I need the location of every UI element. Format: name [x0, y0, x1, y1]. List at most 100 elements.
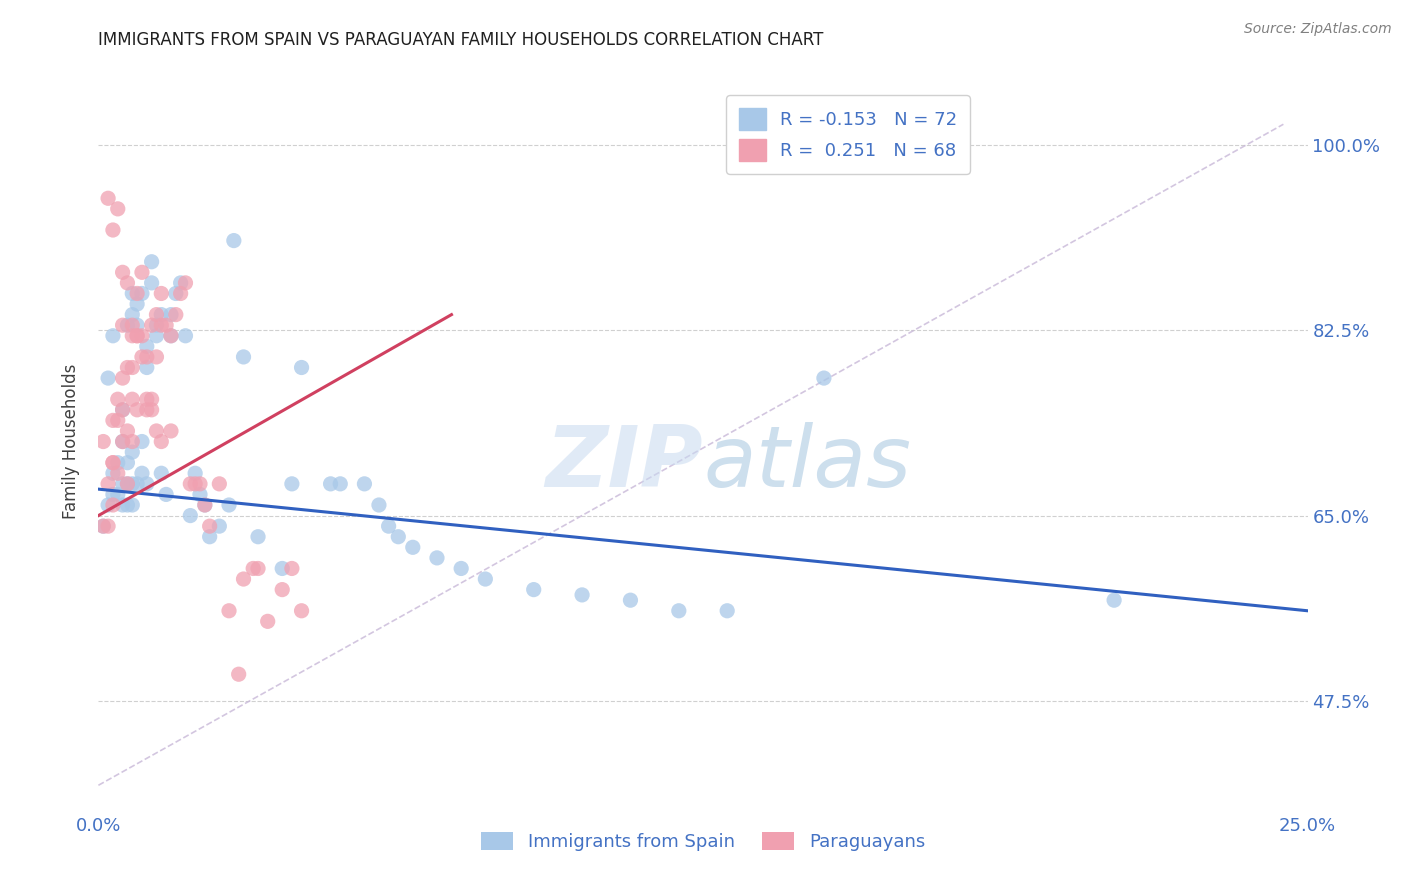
Point	[111, 434, 134, 449]
Point	[127, 476, 149, 491]
Point	[131, 434, 153, 449]
Point	[141, 276, 163, 290]
Point	[813, 371, 835, 385]
Point	[91, 434, 114, 449]
Point	[141, 402, 163, 417]
Point	[165, 286, 187, 301]
Point	[127, 328, 149, 343]
Point	[141, 392, 163, 407]
Point	[232, 350, 254, 364]
Point	[271, 561, 294, 575]
Text: Source: ZipAtlas.com: Source: ZipAtlas.com	[1244, 22, 1392, 37]
Point	[117, 318, 139, 333]
Point	[716, 604, 738, 618]
Point	[160, 424, 183, 438]
Point	[150, 308, 173, 322]
Point	[117, 424, 139, 438]
Point	[101, 456, 124, 470]
Y-axis label: Family Households: Family Households	[62, 364, 80, 519]
Point	[101, 413, 124, 427]
Point	[107, 467, 129, 481]
Point	[101, 456, 124, 470]
Point	[101, 487, 124, 501]
Point	[141, 254, 163, 268]
Point	[290, 604, 312, 618]
Point	[97, 191, 120, 205]
Point	[107, 413, 129, 427]
Point	[426, 550, 449, 565]
Point	[117, 360, 139, 375]
Point	[571, 588, 593, 602]
Point	[194, 498, 217, 512]
Point	[131, 286, 153, 301]
Point	[228, 667, 250, 681]
Point	[111, 434, 134, 449]
Point	[179, 476, 201, 491]
Point	[402, 541, 425, 555]
Point	[523, 582, 546, 597]
Point	[111, 265, 134, 279]
Point	[353, 476, 375, 491]
Point	[121, 445, 143, 459]
Point	[101, 498, 124, 512]
Point	[121, 434, 143, 449]
Point	[111, 402, 134, 417]
Point	[127, 328, 149, 343]
Point	[135, 350, 157, 364]
Point	[97, 498, 120, 512]
Point	[107, 487, 129, 501]
Point	[127, 402, 149, 417]
Point	[127, 318, 149, 333]
Point	[319, 476, 342, 491]
Point	[290, 360, 312, 375]
Point	[127, 286, 149, 301]
Point	[127, 297, 149, 311]
Point	[107, 456, 129, 470]
Point	[107, 392, 129, 407]
Point	[135, 392, 157, 407]
Point	[169, 276, 191, 290]
Point	[117, 476, 139, 491]
Point	[131, 265, 153, 279]
Point	[97, 519, 120, 533]
Point	[208, 519, 231, 533]
Point	[668, 604, 690, 618]
Point	[222, 234, 245, 248]
Point	[131, 467, 153, 481]
Point	[242, 561, 264, 575]
Legend: Immigrants from Spain, Paraguayans: Immigrants from Spain, Paraguayans	[474, 824, 932, 858]
Point	[91, 519, 114, 533]
Point	[121, 498, 143, 512]
Point	[150, 318, 173, 333]
Point	[188, 476, 211, 491]
Point	[208, 476, 231, 491]
Point	[111, 318, 134, 333]
Point	[135, 476, 157, 491]
Point	[135, 339, 157, 353]
Point	[218, 498, 240, 512]
Point	[150, 434, 173, 449]
Point	[188, 487, 211, 501]
Point	[474, 572, 496, 586]
Point	[1102, 593, 1125, 607]
Point	[165, 308, 187, 322]
Point	[121, 286, 143, 301]
Point	[174, 276, 197, 290]
Text: atlas: atlas	[703, 422, 911, 505]
Point	[281, 476, 304, 491]
Point	[160, 328, 183, 343]
Point	[145, 308, 167, 322]
Point	[281, 561, 304, 575]
Point	[179, 508, 201, 523]
Point	[117, 498, 139, 512]
Point	[101, 467, 124, 481]
Point	[131, 328, 153, 343]
Point	[155, 487, 177, 501]
Point	[450, 561, 472, 575]
Point	[121, 308, 143, 322]
Point	[247, 561, 270, 575]
Point	[232, 572, 254, 586]
Point	[150, 286, 173, 301]
Point	[247, 530, 270, 544]
Point	[101, 328, 124, 343]
